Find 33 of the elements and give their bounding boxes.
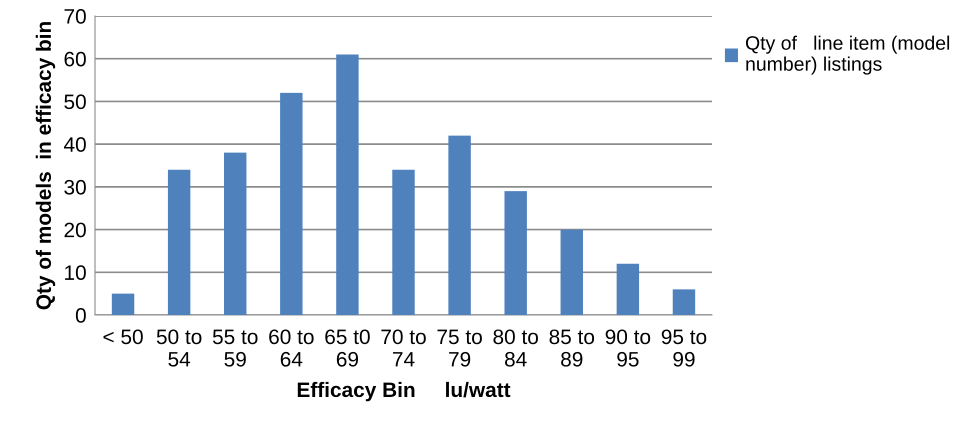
bar — [392, 170, 415, 315]
y-tick-label: 0 — [76, 308, 86, 323]
x-tick-label: 70 to 74 — [381, 329, 426, 366]
x-tick-label: 60 to 64 — [269, 329, 314, 367]
bar — [672, 289, 696, 315]
x-tick-label: 85 to 89 — [550, 329, 594, 367]
x-tick-label: 95 to 99 — [662, 329, 706, 367]
y-tick-label: 60 — [64, 52, 86, 66]
x-axis-title: Efficacy Bin lu/watt — [298, 382, 510, 402]
x-tick-label: 80 to 84 — [493, 329, 538, 367]
y-tick-label: 30 — [64, 180, 86, 195]
y-tick-label: 20 — [64, 222, 86, 238]
x-tick-label: 75 to 79 — [437, 330, 482, 367]
bar — [336, 54, 359, 315]
y-axis-title: Qty of models in efficacy bin — [36, 22, 56, 310]
x-tick-label: 65 t0 69 — [325, 329, 370, 367]
x-tick-label: < 50 — [104, 329, 143, 344]
legend-label: Qty of line item (model number) listings — [746, 36, 950, 75]
bar — [448, 136, 471, 315]
bar — [280, 92, 303, 315]
y-tick-label: 70 — [64, 9, 86, 24]
x-tick-label: 90 to 95 — [606, 329, 650, 367]
bar — [224, 152, 246, 315]
y-tick-label: 50 — [64, 94, 86, 110]
y-tick-label: 40 — [64, 137, 86, 152]
bar — [168, 170, 190, 315]
x-tick-label: 55 to 59 — [212, 330, 258, 367]
bar — [616, 264, 640, 315]
y-tick-label: 10 — [65, 265, 86, 280]
bar — [560, 230, 583, 315]
x-tick-label: 50 to 54 — [156, 329, 202, 367]
bar — [112, 294, 134, 315]
bar — [504, 191, 527, 315]
